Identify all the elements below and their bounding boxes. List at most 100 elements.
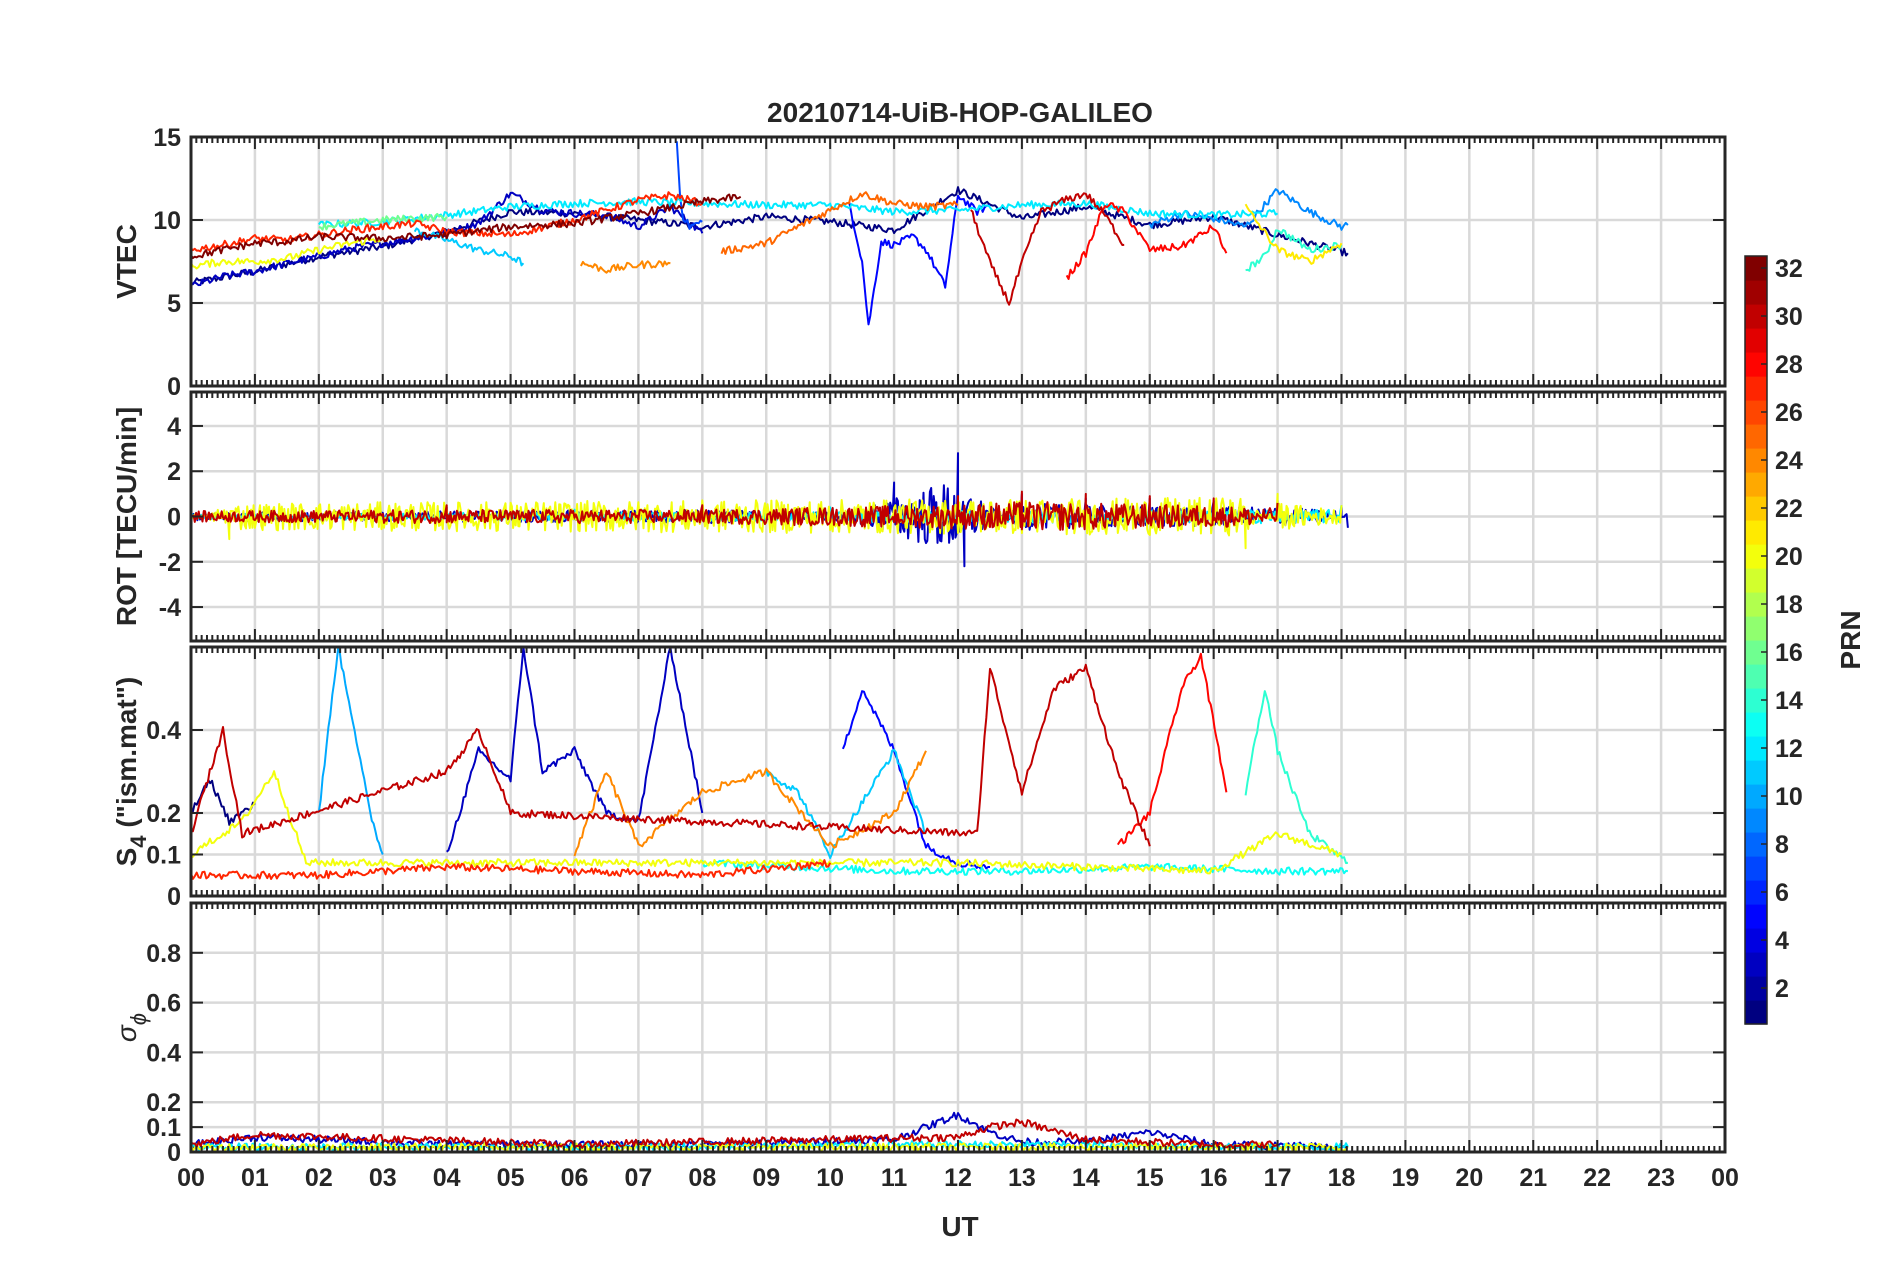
x-ticks [190,903,1726,1152]
colorbar-tick-label: 18 [1775,591,1803,619]
x-tick-label: 20 [1455,1164,1483,1192]
series-line-prn-24 [573,750,927,857]
x-tick-label: 12 [944,1164,972,1192]
x-tick-label: 00 [1711,1164,1739,1192]
colorbar-frame [1744,255,1768,1025]
colorbar-segment [1745,904,1767,929]
colorbar-segment [1745,496,1767,521]
colorbar-tick-label: 2 [1775,975,1789,1003]
series-line-prn-21 [1244,203,1343,265]
colorbar-segment [1745,928,1767,953]
series-line-prn-14 [1245,229,1343,272]
x-tick-label: 01 [241,1164,269,1192]
series-group [191,141,1349,326]
colorbar-segment [1745,952,1767,977]
series-line-prn-28 [1065,202,1228,280]
x-tick-label: 22 [1583,1164,1611,1192]
colorbar-segment [1745,784,1767,809]
series-line-prn-25 [720,191,959,255]
colorbar-segment [1745,376,1767,401]
colorbar-segment [1745,976,1767,1001]
series-line-prn-14 [1244,690,1349,865]
colorbar-segment [1745,664,1767,689]
colorbar-tick-label: 22 [1775,495,1803,523]
series-group [191,647,1349,880]
y-axis-label: σϕ [111,1013,151,1042]
colorbar-tick-label: 6 [1775,879,1789,907]
y-tick-label: 0.8 [146,940,181,968]
x-tick-label: 21 [1519,1164,1547,1192]
y-tick-label: 0.2 [146,800,181,828]
series-line-prn-11 [413,227,525,267]
colorbar-segment [1745,688,1767,713]
colorbar-segment [1745,304,1767,329]
series-group [191,452,1349,568]
x-tick-labels: 00 01 02 03 04 05 06 07 08 09 10 11 12 13 14 15 16 17 18 19… [177,1164,1739,1192]
colorbar-segment [1745,328,1767,353]
grid [191,647,1725,896]
colorbar-segment [1745,472,1767,497]
colorbar-segment [1745,352,1767,377]
x-tick-label: 15 [1136,1164,1164,1192]
y-tick-label: 0.6 [146,990,181,1018]
x-tick-label: 04 [433,1164,461,1192]
y-tick-label: 0 [167,373,181,401]
y-axis-label: S4 ("ism.mat") [111,677,151,867]
colorbar-tick-label: 4 [1775,927,1789,955]
x-tick-label: 18 [1328,1164,1356,1192]
y-tick-label: 0 [167,1139,181,1167]
y-tick-label: 0.4 [146,717,181,745]
x-axis-label: UT [941,1211,978,1242]
y-tick-label: 0.1 [146,1114,181,1142]
x-tick-label: 05 [497,1164,525,1192]
x-tick-label: 07 [625,1164,653,1192]
x-tick-label: 08 [688,1164,716,1192]
x-tick-label: 14 [1072,1164,1100,1192]
x-tick-label: 17 [1264,1164,1292,1192]
colorbar-tick-label: 32 [1775,255,1803,283]
series-line-prn-5 [841,690,990,870]
panel-1: 0 5 10 15 VTEC [111,124,1727,401]
series-line-prn-16 [318,212,448,231]
colorbar-segment [1745,640,1767,665]
colorbar-segment [1745,256,1767,281]
y-tick-label: 2 [167,458,181,486]
colorbar-tick-label: 12 [1775,735,1803,763]
x-tick-label: 03 [369,1164,397,1192]
colorbar-segment [1745,832,1767,857]
y-tick-label: -2 [159,549,181,577]
series-line-prn-13 [701,859,1349,876]
colorbar-segment [1745,544,1767,569]
colorbar-segment [1745,880,1767,905]
x-tick-label: 02 [305,1164,333,1192]
colorbar-segment [1745,424,1767,449]
x-tick-label: 19 [1392,1164,1420,1192]
series-line-prn-27 [191,859,832,880]
x-tick-label: 09 [752,1164,780,1192]
y-tick-label: 0.1 [146,842,181,870]
colorbar-segment [1745,520,1767,545]
x-tick-label: 23 [1647,1164,1675,1192]
colorbar-segment [1745,280,1767,305]
x-tick-label: 11 [881,1164,908,1192]
x-tick-label: 06 [561,1164,589,1192]
colorbar-label: PRN [1835,610,1866,669]
y-tick-label: 15 [153,124,181,152]
series-line-prn-20 [191,770,1343,875]
x-tick-label: 00 [177,1164,205,1192]
chart-title: 20210714-UiB-HOP-GALILEO [767,97,1153,128]
y-tick-label: 0 [167,883,181,911]
y-tick-label: 4 [167,413,181,441]
colorbar-segment [1745,568,1767,593]
series-line-prn-30 [970,192,1125,306]
colorbar-segment [1745,712,1767,737]
colorbar-tick-label: 10 [1775,783,1803,811]
y-tick-label: 5 [167,290,181,318]
colorbar-tick-label: 8 [1775,831,1789,859]
colorbar-segment [1745,856,1767,881]
colorbar-tick-label: 24 [1775,447,1803,475]
y-tick-label: 0.4 [146,1039,181,1067]
panel-3: 0 0.1 0.2 0.4S4 ("ism.mat") [111,645,1727,911]
